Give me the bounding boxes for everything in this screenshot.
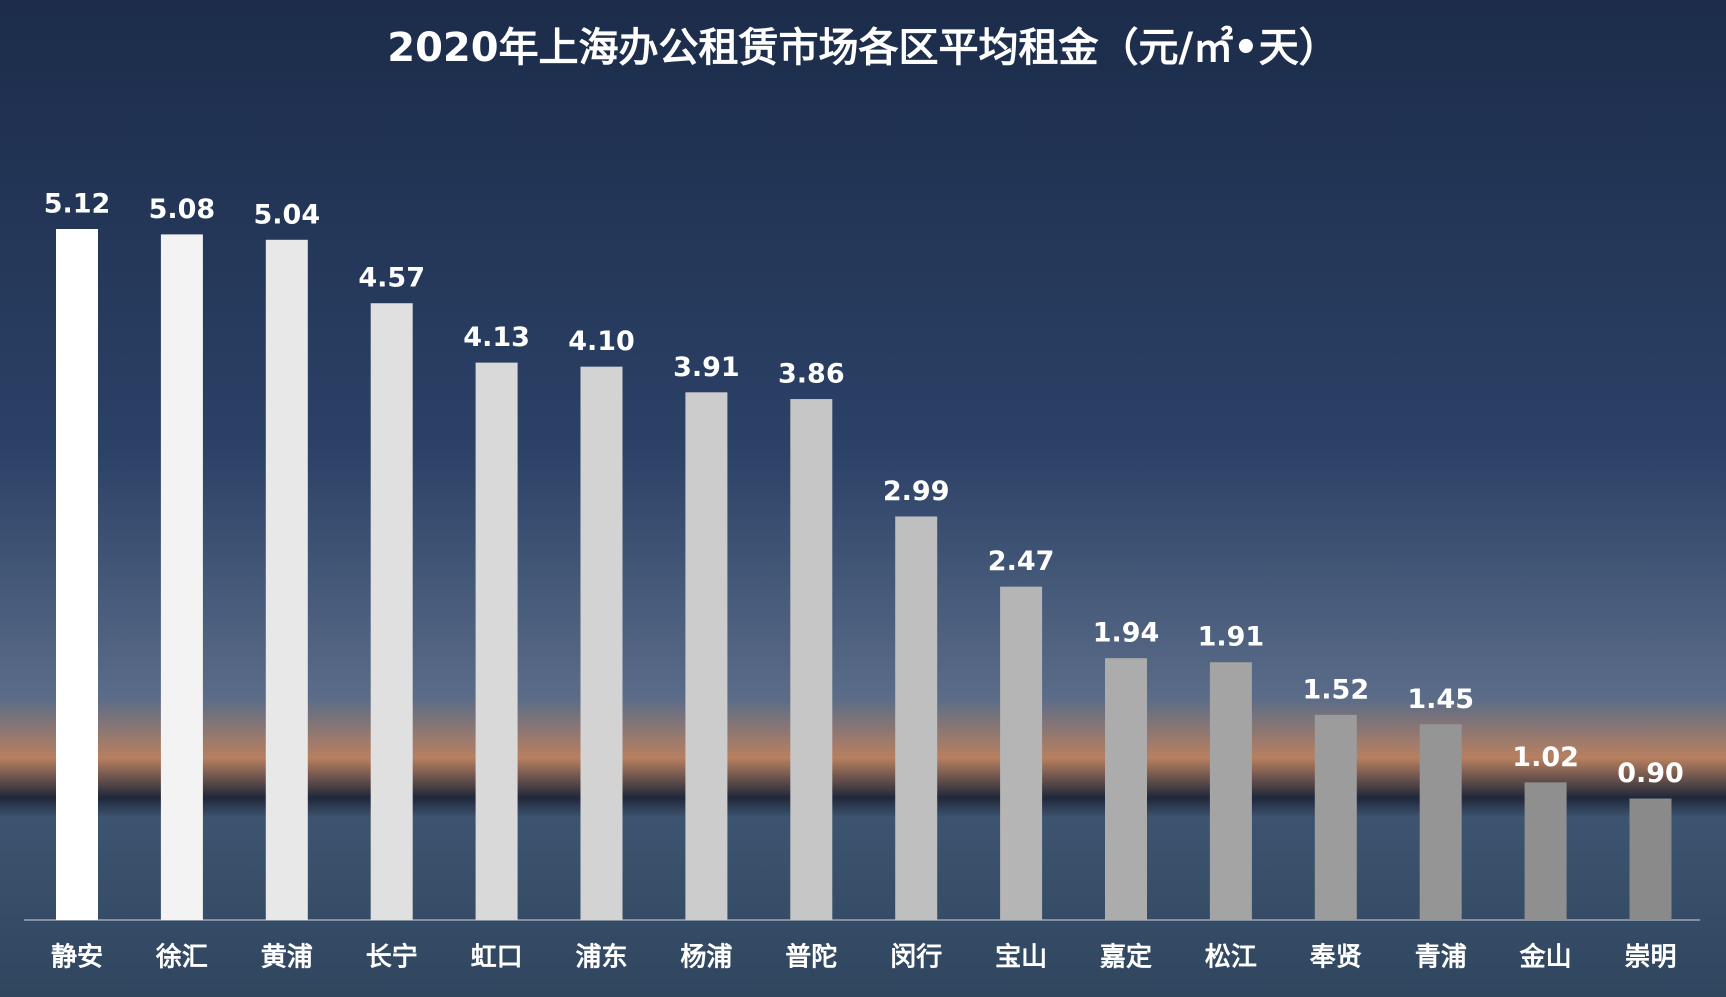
- bar: [1000, 586, 1043, 920]
- value-label: 4.10: [568, 326, 635, 357]
- x-tick-label: 青浦: [1415, 942, 1467, 973]
- value-label: 5.04: [253, 199, 320, 230]
- bar: [1209, 662, 1252, 920]
- value-label: 1.45: [1407, 684, 1474, 715]
- value-label: 1.52: [1302, 674, 1369, 705]
- value-label: 1.94: [1093, 618, 1160, 649]
- value-label: 4.57: [358, 263, 425, 294]
- value-label: 1.91: [1198, 622, 1265, 653]
- bar: [160, 234, 203, 920]
- x-tick-label: 徐汇: [155, 942, 208, 973]
- x-tick-label: 嘉定: [1100, 942, 1152, 973]
- value-label: 3.86: [778, 359, 845, 390]
- bar: [895, 516, 938, 920]
- bar: [1629, 798, 1672, 920]
- x-tick-label: 杨浦: [680, 942, 732, 973]
- bar: [1524, 782, 1567, 920]
- value-label: 2.47: [988, 546, 1055, 577]
- x-tick-label: 浦东: [575, 942, 627, 973]
- bar: [370, 303, 413, 920]
- value-label: 5.08: [149, 194, 216, 225]
- value-label: 5.12: [44, 189, 111, 220]
- bar: [1419, 724, 1462, 920]
- bar: [56, 229, 98, 920]
- x-tick-label: 金山: [1519, 942, 1572, 973]
- value-label: 1.02: [1512, 742, 1579, 773]
- bar: [685, 392, 728, 920]
- x-tick-label: 崇明: [1624, 943, 1676, 973]
- x-tick-label: 普陀: [785, 942, 837, 973]
- x-tick-label: 虹口: [471, 943, 523, 973]
- x-tick-label: 松江: [1205, 943, 1257, 973]
- x-tick-label: 静安: [51, 942, 103, 973]
- bar: [1105, 658, 1147, 920]
- x-tick-label: 闵行: [890, 942, 942, 973]
- bar: [1314, 714, 1357, 920]
- x-tick-label: 黄浦: [261, 942, 313, 973]
- bar: [265, 239, 308, 920]
- x-tick-label: 长宁: [366, 942, 418, 973]
- bar: [475, 362, 518, 920]
- value-label: 2.99: [883, 476, 950, 507]
- value-label: 3.91: [673, 352, 740, 383]
- chart-title: 2020年上海办公租赁市场各区平均租金（元/㎡•天）: [387, 25, 1339, 71]
- x-tick-label: 奉贤: [1309, 943, 1362, 973]
- x-tick-label: 宝山: [995, 942, 1047, 973]
- value-label: 4.13: [463, 322, 530, 353]
- bar: [580, 366, 623, 920]
- bar: [790, 399, 833, 920]
- value-label: 0.90: [1617, 758, 1684, 789]
